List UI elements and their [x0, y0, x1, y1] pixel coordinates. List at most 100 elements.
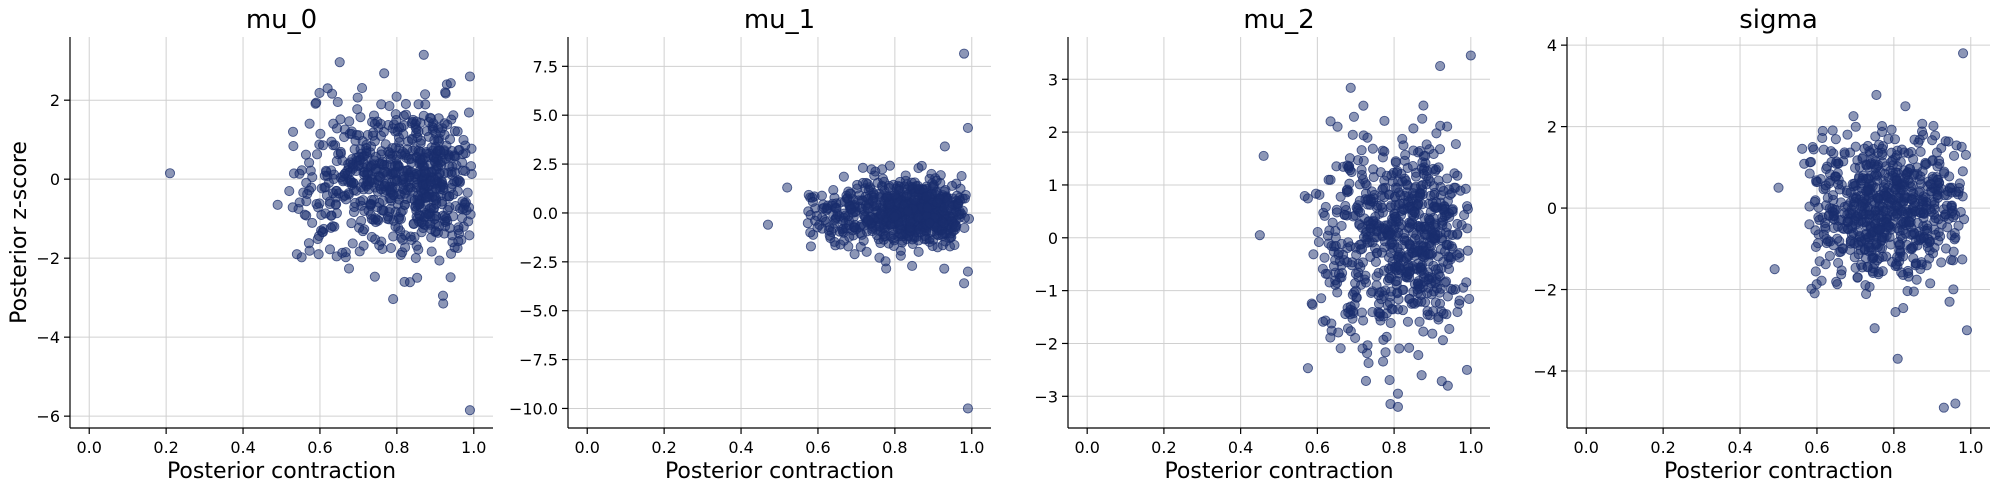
scatter-point [1946, 230, 1957, 241]
scatter-point [310, 98, 321, 109]
x-tick-label: 0.6 [307, 438, 332, 457]
scatter-point [1890, 260, 1901, 272]
scatter-point [411, 116, 422, 127]
scatter-point [1880, 206, 1891, 217]
scatter-point [1341, 210, 1353, 221]
scatter-point [1834, 247, 1845, 258]
y-tick-label: 0 [50, 170, 60, 189]
scatter-point [782, 182, 793, 193]
scatter-point [1462, 203, 1473, 215]
scatter-point [1922, 181, 1933, 192]
scatter-point [347, 238, 358, 249]
scatter-point [1363, 358, 1374, 369]
scatter-point [437, 290, 449, 301]
y-tick-label: −7.5 [519, 351, 558, 370]
scatter-point [1360, 375, 1372, 387]
scatter-point [1390, 157, 1401, 168]
scatter-point [1403, 269, 1414, 280]
scatter-point [1950, 398, 1961, 409]
scatter-point [414, 210, 425, 221]
scatter-point [395, 213, 406, 225]
scatter-point [1371, 271, 1382, 282]
scatter-point [1927, 135, 1938, 146]
x-tick-label: 1.0 [461, 438, 486, 457]
scatter-point [1316, 293, 1327, 304]
scatter-point [375, 184, 386, 195]
scatter-point [328, 140, 339, 151]
scatter-point [446, 183, 457, 194]
scatter-point [1449, 168, 1460, 179]
scatter-point [1842, 129, 1853, 140]
scatter-point [1356, 145, 1367, 156]
scatter-point [1347, 313, 1358, 324]
scatter-point [1916, 126, 1928, 137]
scatter-point [939, 141, 950, 152]
scatter-point [1435, 61, 1446, 72]
scatter-point [1258, 150, 1269, 161]
scatter-point [1385, 318, 1396, 329]
scatter-point [921, 191, 932, 202]
scatter-point [1373, 290, 1384, 301]
scatter-point [1430, 297, 1441, 308]
scatter-point [426, 246, 437, 257]
scatter-point [1345, 326, 1356, 337]
scatter-point [354, 130, 365, 141]
x-axis-label: Posterior contraction [665, 459, 894, 484]
scatter-point [426, 202, 437, 214]
scatter-point [428, 118, 439, 129]
scatter-point [889, 189, 900, 200]
scatter-point [1852, 155, 1863, 166]
scatter-point [331, 251, 342, 262]
scatter-point [1396, 219, 1407, 230]
scatter-point [1857, 173, 1868, 184]
scatter-point [445, 248, 457, 259]
scatter-point [1464, 293, 1475, 304]
scatter-point [831, 202, 842, 213]
scatter-point [1385, 200, 1397, 211]
scatter-point [959, 222, 970, 233]
scatter-point [288, 140, 299, 152]
scatter-point [1832, 158, 1844, 169]
scatter-point [322, 83, 333, 94]
chart-title: sigma [1739, 5, 1818, 35]
x-tick-label: 0.0 [1074, 438, 1099, 457]
scatter-point [1444, 323, 1455, 335]
scatter-point [1813, 202, 1824, 213]
scatter-point [422, 191, 433, 202]
scatter-point [418, 49, 429, 60]
y-tick-label: −5.0 [519, 302, 558, 321]
scatter-point [304, 245, 315, 256]
y-tick-label: −2 [36, 249, 60, 268]
scatter-point [446, 145, 458, 157]
scatter-point [462, 187, 473, 198]
scatter-point [369, 271, 380, 282]
scatter-point [805, 241, 816, 252]
scatter-point [287, 202, 298, 213]
scatter-point [445, 272, 456, 283]
scatter-points [1254, 50, 1476, 412]
scatter-point [1399, 235, 1410, 246]
scatter-point [1394, 249, 1405, 260]
scatter-point [399, 188, 410, 199]
scatter-point [1331, 161, 1342, 172]
scatter-point [913, 212, 924, 223]
scatter-point [888, 229, 899, 240]
scatter-point [1418, 326, 1429, 337]
y-tick-label: −4 [36, 328, 60, 347]
scatter-point [366, 231, 377, 243]
scatter-point [1254, 230, 1265, 241]
scatter-point [1435, 120, 1446, 131]
scatter-point [1347, 129, 1358, 140]
scatter-point [1333, 247, 1344, 258]
scatter-point [425, 176, 436, 187]
scatter-point [1864, 213, 1875, 224]
scatter-point [1367, 143, 1378, 154]
chart-title: mu_0 [246, 5, 317, 35]
scatter-point [391, 114, 402, 126]
scatter-point [1804, 219, 1815, 230]
scatter-point [339, 124, 350, 135]
y-tick-label: 2 [1048, 123, 1058, 142]
scatter-point [377, 195, 388, 206]
x-axis-label: Posterior contraction [1664, 459, 1893, 484]
scatter-point [938, 218, 949, 229]
